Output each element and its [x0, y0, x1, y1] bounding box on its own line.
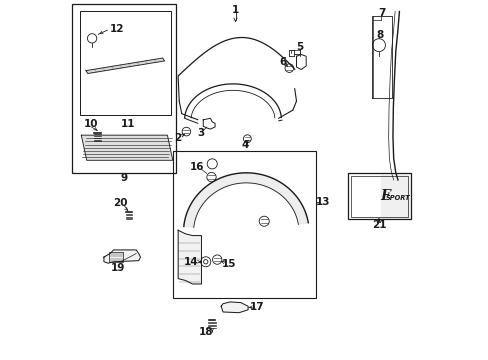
- Text: 1: 1: [231, 5, 239, 15]
- Text: 18: 18: [198, 327, 213, 337]
- Text: F: F: [379, 189, 389, 203]
- Text: 16: 16: [189, 162, 204, 172]
- Text: 14: 14: [184, 257, 198, 267]
- Text: 5: 5: [296, 42, 303, 52]
- Text: SPORT: SPORT: [386, 195, 410, 201]
- Text: 3: 3: [197, 128, 204, 138]
- Text: 11: 11: [121, 120, 135, 129]
- Text: 4: 4: [241, 140, 248, 150]
- Text: 13: 13: [316, 197, 330, 207]
- Bar: [109, 252, 123, 262]
- Text: 19: 19: [111, 263, 125, 273]
- Polygon shape: [178, 230, 201, 284]
- Text: 8: 8: [376, 30, 383, 40]
- Polygon shape: [86, 58, 164, 73]
- Text: 6: 6: [279, 57, 286, 67]
- Polygon shape: [81, 135, 172, 160]
- Text: 10: 10: [84, 120, 99, 129]
- Text: 15: 15: [222, 259, 236, 269]
- Polygon shape: [104, 250, 140, 263]
- Bar: [172, 151, 316, 298]
- Bar: [80, 12, 171, 116]
- Text: 12: 12: [110, 24, 124, 35]
- Text: 7: 7: [377, 8, 385, 18]
- Text: 2: 2: [174, 133, 182, 143]
- Text: 17: 17: [249, 302, 264, 312]
- Bar: [348, 173, 410, 220]
- Polygon shape: [381, 175, 408, 218]
- Bar: [351, 176, 407, 217]
- Polygon shape: [183, 173, 307, 228]
- Polygon shape: [221, 302, 247, 313]
- Text: 9: 9: [121, 173, 128, 183]
- Text: 21: 21: [371, 220, 386, 230]
- Bar: [72, 4, 176, 173]
- Text: 20: 20: [113, 198, 128, 208]
